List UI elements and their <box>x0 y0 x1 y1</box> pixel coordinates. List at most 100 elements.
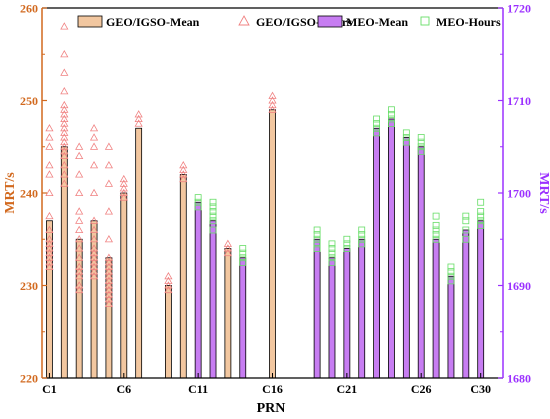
right-axis-tick-label: 1710 <box>507 94 531 108</box>
meo-mean-bar <box>402 137 410 379</box>
right-axis-title: MRT/s <box>536 172 550 214</box>
geo-hours-marker <box>164 272 173 280</box>
geo-hours-marker <box>119 174 128 183</box>
meo-hours-marker <box>417 138 425 146</box>
geo-hours-marker <box>119 179 128 187</box>
meo-hours-marker <box>209 226 217 234</box>
geo-hours-marker <box>223 244 232 252</box>
geo-mean-bar <box>135 127 143 379</box>
geo-hours-marker <box>45 225 54 233</box>
meo-mean-bar <box>447 275 455 379</box>
meo-hours-marker <box>388 106 395 114</box>
x-axis-tick-label: C30 <box>470 382 491 396</box>
geo-hours-marker <box>45 253 54 261</box>
geo-hours-marker <box>164 276 173 284</box>
geo-hours-marker <box>45 133 54 141</box>
geo-hours-marker <box>45 244 54 252</box>
geo-hours-marker <box>60 114 69 122</box>
geo-hours-marker <box>268 100 277 109</box>
geo-hours-marker <box>104 281 114 289</box>
geo-hours-marker <box>119 184 128 192</box>
geo-hours-marker <box>75 151 84 159</box>
meo-hours-marker <box>388 110 395 118</box>
geo-hours-marker <box>179 165 188 173</box>
geo-hours-marker <box>60 105 69 113</box>
geo-hours-marker <box>89 272 99 280</box>
right-axis-tick-label: 1720 <box>507 2 531 16</box>
geo-hours-marker <box>75 267 84 275</box>
geo-mean-bar <box>179 174 187 379</box>
geo-mean-bar <box>165 285 172 379</box>
geo-mean-bar <box>120 192 128 379</box>
meo-hours-marker <box>373 124 380 132</box>
meo-hours-marker <box>328 254 336 262</box>
geo-hours-marker <box>75 207 84 215</box>
geo-hours-marker <box>75 225 84 233</box>
geo-hours-marker <box>60 100 69 109</box>
meo-hours-marker <box>402 134 410 141</box>
geo-hours-marker <box>60 137 69 146</box>
right-axis-tick-label: 1700 <box>507 187 531 201</box>
geo-hours-marker <box>119 193 128 201</box>
geo-hours-marker <box>104 253 114 261</box>
meo-hours-marker <box>417 134 425 141</box>
meo-hours-marker <box>432 212 440 220</box>
meo-hours-marker <box>388 120 395 128</box>
meo-hours-marker <box>313 240 321 248</box>
geo-hours-marker <box>75 262 84 270</box>
geo-hours-marker <box>104 207 114 215</box>
geo-hours-marker <box>60 151 69 159</box>
geo-hours-marker <box>89 142 99 150</box>
meo-hours-marker <box>477 212 485 220</box>
legend: GEO/IGSO-Mean GEO/IGSO-Hours MEO-Mean ME… <box>77 15 501 29</box>
meo-hours-marker <box>313 226 321 234</box>
geo-hours-marker <box>104 262 114 270</box>
meo-hours-marker <box>328 245 336 252</box>
geo-hours-marker <box>179 161 188 169</box>
geo-mean-bar <box>224 248 232 379</box>
geo-hours-marker <box>89 161 99 169</box>
meo-hours-marker <box>462 235 470 243</box>
meo-hours-marker <box>432 221 440 229</box>
geo-hours-marker <box>223 239 232 247</box>
geo-hours-marker <box>104 161 114 169</box>
meo-hours-marker <box>313 235 321 243</box>
geo-hours-marker <box>104 295 114 303</box>
geo-hours-marker <box>89 235 99 243</box>
geo-hours-marker <box>75 244 84 252</box>
meo-hours-marker <box>209 217 217 225</box>
geo-hours-marker <box>75 216 84 224</box>
geo-hours-marker <box>89 244 99 252</box>
x-axis-tick-label: C26 <box>411 382 432 396</box>
geo-hours-marker <box>60 87 69 95</box>
geo-hours-marker <box>164 285 173 294</box>
geo-hours-marker <box>104 267 114 275</box>
geo-hours-marker <box>268 105 277 113</box>
meo-hours-marker <box>373 120 380 128</box>
geo-hours-marker <box>75 281 84 289</box>
meo-mean-bar <box>462 229 470 379</box>
legend-meo-hours-label: MEO-Hours <box>436 15 501 29</box>
legend-meo-hours-marker <box>420 16 430 26</box>
meo-hours-marker <box>373 129 380 137</box>
geo-hours-marker <box>104 235 114 243</box>
meo-hours-marker <box>447 268 455 276</box>
geo-hours-marker <box>89 262 99 270</box>
geo-hours-marker <box>89 188 99 196</box>
meo-hours-marker <box>328 249 336 257</box>
meo-hours-marker <box>239 245 247 252</box>
legend-meo-mean-label: MEO-Mean <box>346 15 408 29</box>
meo-hours-marker <box>358 240 366 248</box>
meo-hours-marker <box>402 138 410 146</box>
left-axis-tick-label: 260 <box>20 2 38 16</box>
geo-hours-marker <box>89 253 99 261</box>
meo-hours-marker <box>477 198 485 206</box>
left-axis-title: MRT/s <box>3 172 18 214</box>
meo-hours-marker <box>239 249 247 257</box>
meo-hours-marker <box>373 115 380 123</box>
geo-hours-marker <box>60 147 69 155</box>
geo-hours-marker <box>75 170 84 178</box>
geo-hours-marker <box>134 110 143 118</box>
meo-hours-marker <box>432 231 440 239</box>
